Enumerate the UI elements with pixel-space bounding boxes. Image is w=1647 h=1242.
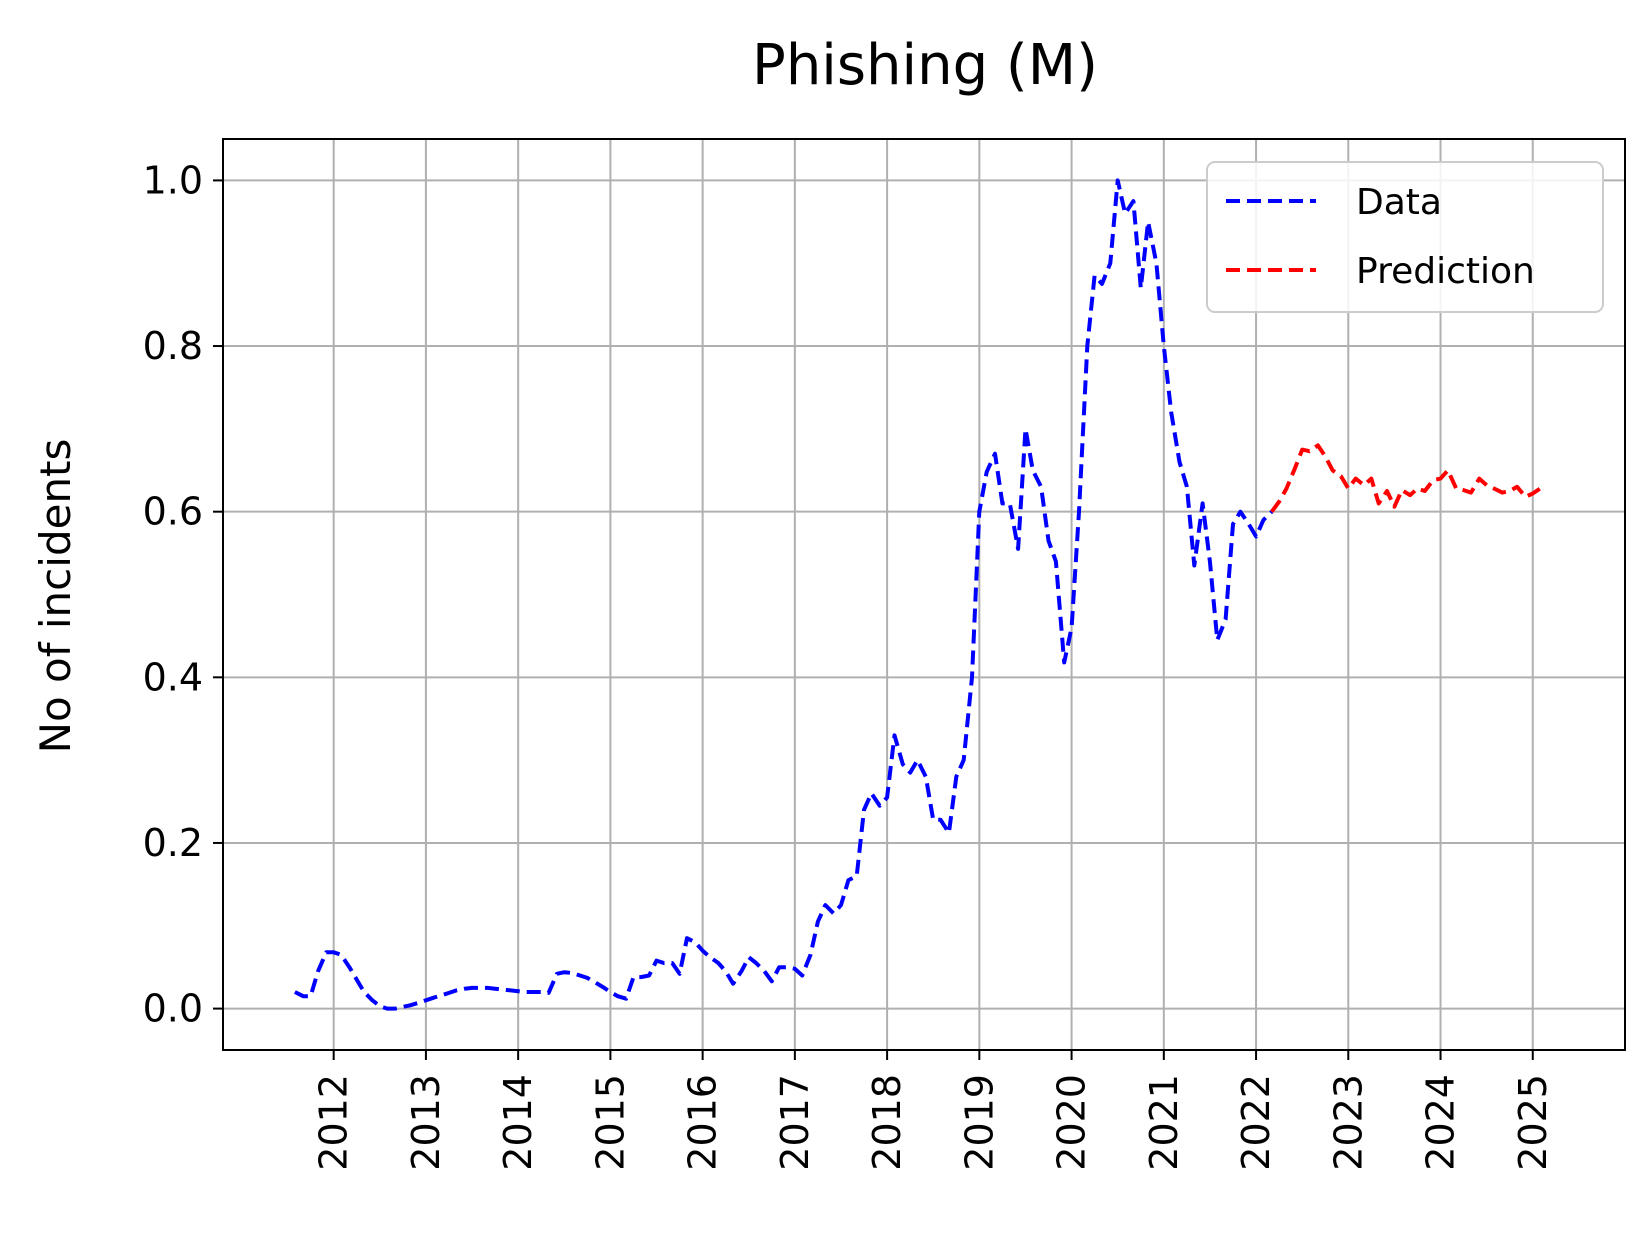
y-tick-label: 0.4: [143, 655, 203, 699]
y-tick-label: 0.0: [143, 987, 203, 1031]
x-tick-label: 2025: [1511, 1074, 1555, 1171]
x-tick-label: 2016: [681, 1074, 725, 1171]
series-layer: [293, 178, 1542, 1011]
y-tick-label: 0.6: [143, 490, 203, 534]
x-tick-label: 2013: [404, 1074, 448, 1171]
x-tick-label: 2012: [312, 1074, 356, 1171]
x-tick-label: 2018: [865, 1074, 909, 1171]
legend-prediction-label: Prediction: [1356, 251, 1535, 292]
x-tick-label: 2014: [496, 1074, 540, 1171]
legend: Data Prediction: [1206, 161, 1604, 313]
x-tick-label: 2020: [1050, 1074, 1094, 1171]
x-tick-label: 2015: [588, 1074, 632, 1171]
axis-ticks: 2012 2013 2014 2015 2016 2017 2018 2019 2020 2021…: [143, 158, 1555, 1170]
series-line-data: [293, 178, 1274, 1011]
x-tick-label: 2023: [1326, 1074, 1370, 1171]
chart-title: Phishing (M): [752, 33, 1098, 98]
x-tick-label: 2022: [1234, 1074, 1278, 1171]
x-tick-label: 2019: [957, 1074, 1001, 1171]
x-tick-label: 2017: [773, 1074, 817, 1171]
legend-box: [1206, 161, 1604, 313]
x-tick-label: 2024: [1419, 1074, 1463, 1171]
series-line-prediction: [1270, 443, 1542, 513]
y-tick-label: 1.0: [143, 158, 203, 202]
y-axis-label: No of incidents: [31, 439, 80, 754]
legend-data-label: Data: [1356, 182, 1442, 223]
x-tick-label: 2021: [1142, 1074, 1186, 1171]
y-tick-label: 0.2: [143, 821, 203, 865]
y-tick-label: 0.8: [143, 324, 203, 368]
plot-frame: [222, 138, 1626, 1051]
